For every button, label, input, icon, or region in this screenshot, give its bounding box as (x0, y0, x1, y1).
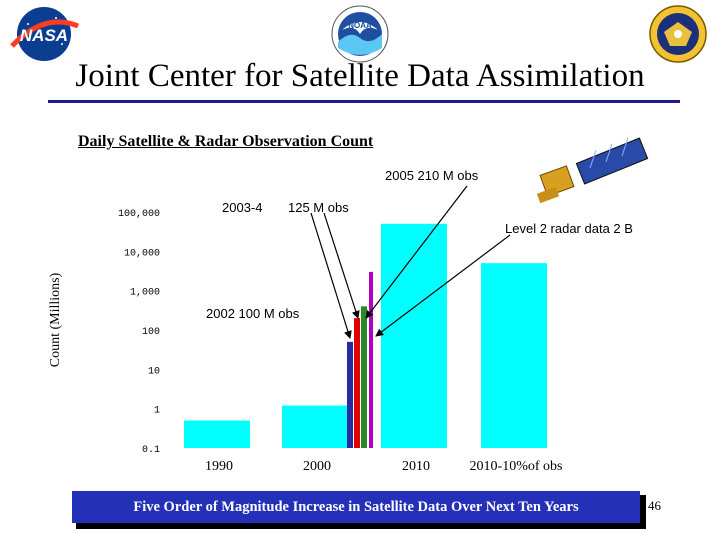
arrow-2005 (365, 185, 468, 319)
x-tick-label: 1990 (205, 459, 233, 474)
inset-bar (354, 318, 360, 448)
nasa-logo: NASA (10, 7, 79, 61)
y-tick-label: 1,000 (130, 288, 160, 299)
bar (282, 405, 348, 448)
y-tick-label: 0.1 (142, 445, 160, 456)
satellite-illustration (536, 137, 649, 204)
y-tick-label: 10,000 (124, 248, 160, 259)
annotation-2003-4: 2003-4 (222, 200, 263, 215)
bar (184, 420, 250, 448)
footer-banner: Five Order of Magnitude Increase in Sate… (72, 491, 640, 523)
arrow-2003-4-a (310, 212, 352, 339)
title-underline (48, 100, 680, 103)
bar (481, 263, 547, 448)
annotation-125m: 125 M obs (288, 200, 349, 215)
nasa-logo-text: NASA (20, 26, 68, 45)
x-tick-label: 2010 (402, 459, 430, 474)
inset-bar (369, 271, 373, 448)
arrow-radar (375, 234, 511, 337)
bar (381, 223, 447, 448)
x-tick-label: 2010-10%of obs (470, 459, 563, 474)
y-tick-label: 1 (154, 406, 160, 417)
inset-bar (347, 341, 353, 448)
inset-bar (361, 306, 367, 448)
page-title: Joint Center for Satellite Data Assimila… (75, 58, 645, 94)
arrow-2003-4-b (323, 212, 360, 319)
y-tick-label: 10 (148, 366, 160, 377)
annotation-2005: 2005 210 M obs (385, 168, 479, 183)
noaa-logo-text: NOAA (348, 21, 372, 30)
x-tick-label: 2000 (303, 459, 331, 474)
y-tick-label: 100 (142, 327, 160, 338)
y-tick-label: 100,000 (118, 209, 160, 220)
annotation-2002: 2002 100 M obs (206, 306, 300, 321)
annotation-radar: Level 2 radar data 2 B (505, 221, 633, 236)
chart-title: Daily Satellite & Radar Observation Coun… (78, 133, 374, 150)
department-of-defense-seal (649, 5, 707, 63)
page-number: 46 (648, 498, 661, 513)
noaa-logo: NOAA (331, 5, 389, 63)
